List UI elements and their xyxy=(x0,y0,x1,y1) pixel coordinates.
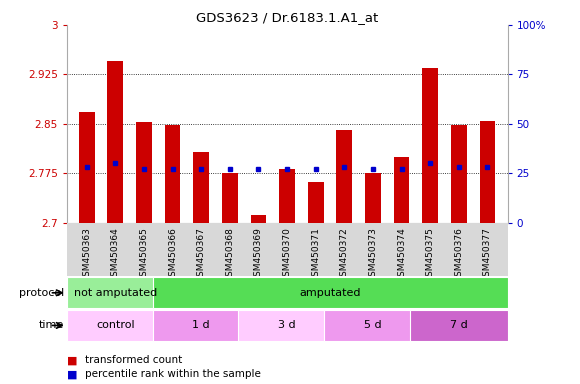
Bar xyxy=(67,277,164,308)
Text: 3 d: 3 d xyxy=(278,320,296,331)
Text: ■: ■ xyxy=(67,369,77,379)
Text: protocol: protocol xyxy=(19,288,64,298)
Text: GSM450374: GSM450374 xyxy=(397,227,406,282)
Text: GSM450367: GSM450367 xyxy=(197,227,206,282)
Text: GSM450371: GSM450371 xyxy=(311,227,320,282)
Text: GSM450364: GSM450364 xyxy=(111,227,120,282)
Text: percentile rank within the sample: percentile rank within the sample xyxy=(85,369,261,379)
Bar xyxy=(238,310,336,341)
Text: GSM450366: GSM450366 xyxy=(168,227,177,282)
Text: GSM450375: GSM450375 xyxy=(426,227,435,282)
Text: GSM450365: GSM450365 xyxy=(139,227,148,282)
Text: not amputated: not amputated xyxy=(74,288,157,298)
Bar xyxy=(451,125,467,223)
Bar xyxy=(153,310,250,341)
Bar xyxy=(279,169,295,223)
Bar xyxy=(422,68,438,223)
Text: GSM450363: GSM450363 xyxy=(82,227,91,282)
Text: 7 d: 7 d xyxy=(450,320,467,331)
Text: time: time xyxy=(38,320,64,331)
Bar xyxy=(410,310,508,341)
Text: GSM450373: GSM450373 xyxy=(368,227,378,282)
Bar xyxy=(324,310,422,341)
Text: GSM450368: GSM450368 xyxy=(226,227,234,282)
Text: 1 d: 1 d xyxy=(193,320,210,331)
Bar xyxy=(193,152,209,223)
Bar xyxy=(365,173,381,223)
Title: GDS3623 / Dr.6183.1.A1_at: GDS3623 / Dr.6183.1.A1_at xyxy=(196,11,378,24)
Bar xyxy=(79,112,95,223)
Bar xyxy=(67,310,164,341)
Text: amputated: amputated xyxy=(299,288,361,298)
Bar xyxy=(107,61,123,223)
Bar xyxy=(480,121,495,223)
Bar xyxy=(394,157,409,223)
Bar xyxy=(251,215,266,223)
Text: GSM450376: GSM450376 xyxy=(454,227,463,282)
Bar xyxy=(136,122,152,223)
Bar xyxy=(308,182,324,223)
Text: GSM450369: GSM450369 xyxy=(254,227,263,282)
Text: GSM450372: GSM450372 xyxy=(340,227,349,282)
Text: GSM450370: GSM450370 xyxy=(282,227,292,282)
Text: 5 d: 5 d xyxy=(364,320,382,331)
Bar xyxy=(336,131,352,223)
Text: transformed count: transformed count xyxy=(85,355,183,365)
Text: ■: ■ xyxy=(67,355,77,365)
Text: control: control xyxy=(96,320,135,331)
Bar xyxy=(165,125,180,223)
Bar xyxy=(222,173,238,223)
Bar xyxy=(153,277,508,308)
Text: GSM450377: GSM450377 xyxy=(483,227,492,282)
